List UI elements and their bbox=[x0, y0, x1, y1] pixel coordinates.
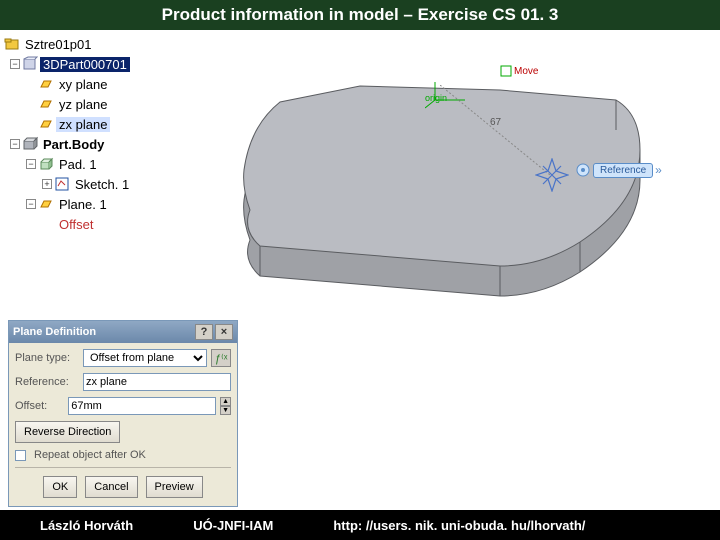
tree-root-label: Sztre01p01 bbox=[22, 37, 95, 52]
minus-icon[interactable]: − bbox=[26, 159, 36, 169]
square-handle-icon bbox=[500, 65, 512, 77]
plane-type-label: Plane type: bbox=[15, 352, 79, 364]
reverse-direction-button[interactable]: Reverse Direction bbox=[15, 421, 120, 443]
footer-author: László Horváth bbox=[40, 518, 133, 533]
repeat-label: Repeat object after OK bbox=[34, 449, 146, 461]
spin-up-icon[interactable]: ▲ bbox=[220, 397, 231, 406]
cancel-button[interactable]: Cancel bbox=[85, 476, 137, 498]
offset-dim: 67 bbox=[490, 117, 502, 128]
reference-input[interactable] bbox=[83, 373, 231, 391]
reference-label: Reference bbox=[593, 163, 653, 178]
reference-tag[interactable]: Reference » bbox=[575, 162, 662, 178]
feature-tree: Sztre01p01 − 3DPart000701 xy plane yz pl… bbox=[0, 30, 200, 310]
move-handle[interactable]: Move bbox=[500, 65, 538, 77]
tree-sketch[interactable]: + Sketch. 1 bbox=[4, 174, 196, 194]
pad-icon bbox=[38, 156, 54, 172]
tree-part-label: 3DPart000701 bbox=[40, 57, 130, 72]
help-button[interactable]: ? bbox=[195, 324, 213, 340]
preview-button[interactable]: Preview bbox=[146, 476, 203, 498]
dialog-title: Plane Definition bbox=[13, 326, 96, 338]
slide-header: Product information in model – Exercise … bbox=[0, 0, 720, 30]
svg-text:ƒ⁽ˣ⁾: ƒ⁽ˣ⁾ bbox=[215, 353, 228, 365]
minus-icon[interactable]: − bbox=[10, 139, 20, 149]
minus-icon[interactable]: − bbox=[10, 59, 20, 69]
chevron-right-icon: » bbox=[655, 163, 662, 177]
offset-field-label: Offset: bbox=[15, 400, 64, 412]
tree-offset-label: Offset bbox=[56, 217, 96, 232]
tree-plane-zx[interactable]: zx plane bbox=[4, 114, 196, 134]
reference-field-label: Reference: bbox=[15, 376, 79, 388]
tree-plane1-label: Plane. 1 bbox=[56, 197, 110, 212]
repeat-checkbox[interactable] bbox=[15, 450, 26, 461]
plane-definition-dialog: Plane Definition ? × Plane type: Offset … bbox=[8, 320, 238, 507]
dialog-body: Plane type: Offset from plane ƒ⁽ˣ⁾ Refer… bbox=[9, 343, 237, 506]
compass-star-icon bbox=[535, 158, 569, 192]
sketch-icon bbox=[54, 176, 70, 192]
tree-plane1[interactable]: − Plane. 1 bbox=[4, 194, 196, 214]
plane-type-select[interactable]: Offset from plane bbox=[83, 349, 207, 367]
plus-icon[interactable]: + bbox=[42, 179, 52, 189]
plane-icon bbox=[38, 76, 54, 92]
tree-body-label: Part.Body bbox=[40, 137, 107, 152]
formula-button[interactable]: ƒ⁽ˣ⁾ bbox=[211, 349, 231, 367]
formula-icon: ƒ⁽ˣ⁾ bbox=[214, 351, 228, 365]
dialog-titlebar[interactable]: Plane Definition ? × bbox=[9, 321, 237, 343]
tree-plane-yz-label: yz plane bbox=[56, 97, 110, 112]
slide-title: Product information in model – Exercise … bbox=[162, 5, 559, 25]
tree-plane-yz[interactable]: yz plane bbox=[4, 94, 196, 114]
viewport-3d[interactable]: origin Move 67 Reference » bbox=[200, 30, 720, 310]
slide-footer: László Horváth UÓ-JNFI-IAM http: //users… bbox=[0, 510, 720, 540]
close-button[interactable]: × bbox=[215, 324, 233, 340]
tree-body[interactable]: − Part.Body bbox=[4, 134, 196, 154]
plane-icon bbox=[38, 96, 54, 112]
tree-plane-xy-label: xy plane bbox=[56, 77, 110, 92]
spin-down-icon[interactable]: ▼ bbox=[220, 406, 231, 415]
product-icon bbox=[4, 36, 20, 52]
tree-root[interactable]: Sztre01p01 bbox=[4, 34, 196, 54]
tree-offset[interactable]: Offset bbox=[4, 214, 196, 234]
plane-icon bbox=[38, 196, 54, 212]
footer-url: http: //users. nik. uni-obuda. hu/lhorva… bbox=[333, 518, 585, 533]
tree-sketch-label: Sketch. 1 bbox=[72, 177, 132, 192]
main-area: Sztre01p01 − 3DPart000701 xy plane yz pl… bbox=[0, 30, 720, 310]
offset-spinner[interactable]: ▲ ▼ bbox=[220, 397, 231, 415]
footer-org: UÓ-JNFI-IAM bbox=[193, 518, 273, 533]
plane-icon bbox=[38, 116, 54, 132]
tree-pad-label: Pad. 1 bbox=[56, 157, 100, 172]
tree-plane-zx-label: zx plane bbox=[56, 117, 110, 132]
part-icon bbox=[22, 56, 38, 72]
ok-button[interactable]: OK bbox=[43, 476, 77, 498]
reference-icon bbox=[575, 162, 591, 178]
tree-plane-xy[interactable]: xy plane bbox=[4, 74, 196, 94]
tree-part[interactable]: − 3DPart000701 bbox=[4, 54, 196, 74]
offset-input[interactable] bbox=[68, 397, 216, 415]
minus-icon[interactable]: − bbox=[26, 199, 36, 209]
separator bbox=[15, 467, 231, 468]
body-icon bbox=[22, 136, 38, 152]
tree-pad[interactable]: − Pad. 1 bbox=[4, 154, 196, 174]
move-label: Move bbox=[514, 66, 538, 77]
